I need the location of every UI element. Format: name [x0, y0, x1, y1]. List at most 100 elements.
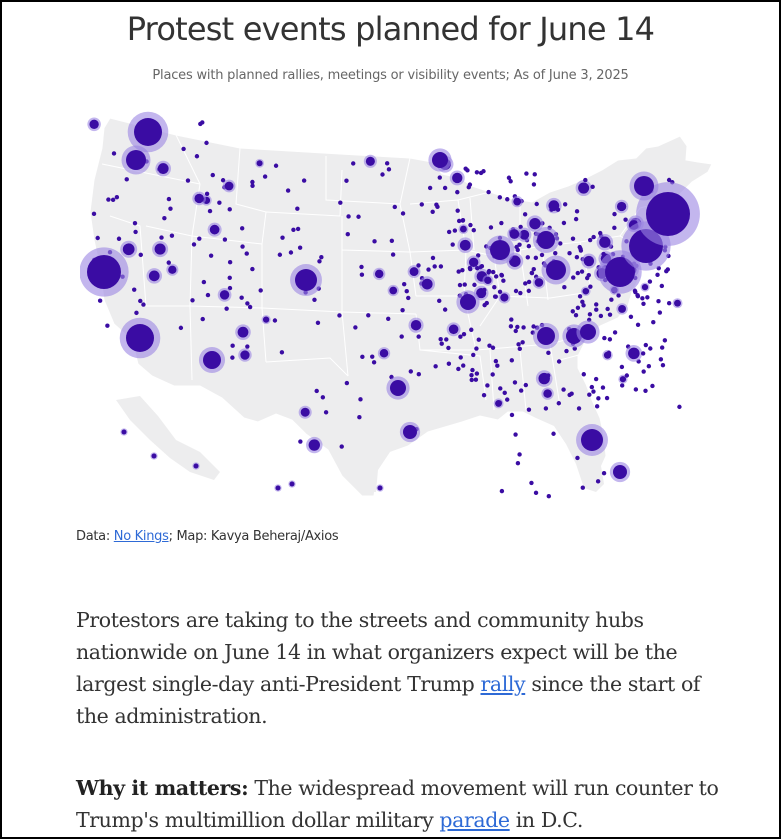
event-marker: [581, 303, 586, 308]
event-marker: [472, 282, 477, 288]
event-marker: [467, 182, 473, 187]
event-marker: [601, 251, 606, 257]
event-marker: [197, 236, 202, 241]
event-marker: [662, 338, 668, 343]
rally-link[interactable]: rally: [480, 672, 526, 696]
event-marker: [524, 171, 529, 176]
event-marker: [366, 313, 371, 318]
event-marker: [446, 361, 452, 366]
event-marker: [181, 146, 186, 152]
event-marker: [416, 372, 422, 377]
event-marker: [239, 295, 244, 300]
event-marker: [134, 118, 162, 146]
event-marker: [508, 179, 513, 184]
event-marker: [529, 217, 541, 230]
event-marker: [194, 193, 204, 204]
event-marker: [555, 207, 561, 212]
event-marker: [465, 168, 470, 173]
parade-link[interactable]: parade: [439, 808, 510, 832]
event-marker: [640, 351, 646, 356]
event-marker: [574, 209, 580, 214]
event-marker: [224, 181, 234, 191]
event-marker: [295, 269, 317, 291]
event-marker: [273, 163, 279, 168]
event-marker: [529, 270, 535, 276]
event-marker: [674, 299, 681, 307]
event-marker: [245, 344, 250, 349]
event-marker: [168, 265, 177, 274]
event-marker: [247, 304, 253, 310]
event-marker: [469, 377, 474, 383]
texas-shape: [276, 358, 408, 492]
event-marker: [556, 401, 562, 406]
border-line: [519, 349, 527, 411]
event-marker: [635, 292, 640, 298]
event-marker: [634, 176, 654, 196]
event-marker: [151, 453, 157, 459]
event-marker: [533, 490, 539, 496]
event-marker: [573, 313, 579, 318]
event-marker: [517, 452, 522, 457]
event-marker: [581, 372, 586, 377]
event-marker: [618, 305, 626, 313]
event-marker: [400, 307, 405, 313]
border-line: [419, 349, 487, 401]
event-marker: [556, 359, 562, 364]
event-marker: [308, 439, 320, 451]
event-marker: [191, 242, 197, 247]
p1-text-start: Protestors are taking to the streets and…: [76, 608, 678, 696]
event-marker: [277, 252, 283, 257]
event-marker: [647, 279, 653, 284]
event-marker: [537, 231, 555, 249]
event-marker: [245, 301, 250, 306]
event-marker: [194, 154, 200, 159]
event-marker: [377, 485, 383, 491]
event-marker: [643, 388, 648, 393]
no-kings-link[interactable]: No Kings: [113, 529, 169, 544]
event-marker: [224, 306, 229, 311]
event-marker: [203, 351, 221, 369]
event-marker: [132, 220, 138, 226]
event-marker: [315, 320, 321, 326]
event-marker: [87, 255, 121, 289]
event-marker: [577, 294, 583, 299]
event-marker: [594, 302, 599, 307]
event-marker: [518, 388, 524, 393]
event-marker: [594, 404, 600, 409]
event-marker: [289, 481, 295, 487]
event-marker: [288, 250, 294, 255]
event-marker: [605, 306, 610, 312]
map-credit: Data: No Kings; Map: Kavya Beheraj/Axios: [76, 529, 339, 544]
event-marker: [455, 208, 460, 213]
event-marker: [490, 269, 496, 275]
event-marker: [502, 390, 507, 396]
p2-text-start: The widespread movement will run counter…: [76, 776, 719, 832]
event-marker: [553, 250, 558, 256]
event-marker: [450, 242, 455, 247]
event-marker: [526, 288, 532, 294]
event-marker: [612, 225, 617, 231]
event-marker: [591, 234, 596, 240]
event-marker: [456, 366, 461, 372]
event-marker: [300, 407, 310, 417]
event-marker: [628, 347, 640, 360]
event-marker: [275, 485, 281, 491]
border-line: [499, 291, 591, 299]
event-marker: [659, 345, 665, 350]
event-marker: [660, 362, 666, 368]
event-marker: [578, 182, 590, 194]
event-marker: [580, 299, 585, 305]
border-line: [341, 311, 417, 315]
event-marker: [168, 206, 173, 211]
event-marker: [561, 387, 566, 392]
event-marker: [485, 383, 490, 388]
event-marker: [506, 175, 512, 180]
event-marker: [344, 380, 350, 386]
event-marker: [400, 211, 406, 216]
event-marker: [546, 350, 551, 356]
event-marker: [509, 412, 515, 418]
event-marker: [134, 310, 139, 316]
event-marker: [580, 324, 596, 340]
event-markers: [80, 111, 700, 499]
event-marker: [561, 220, 567, 226]
